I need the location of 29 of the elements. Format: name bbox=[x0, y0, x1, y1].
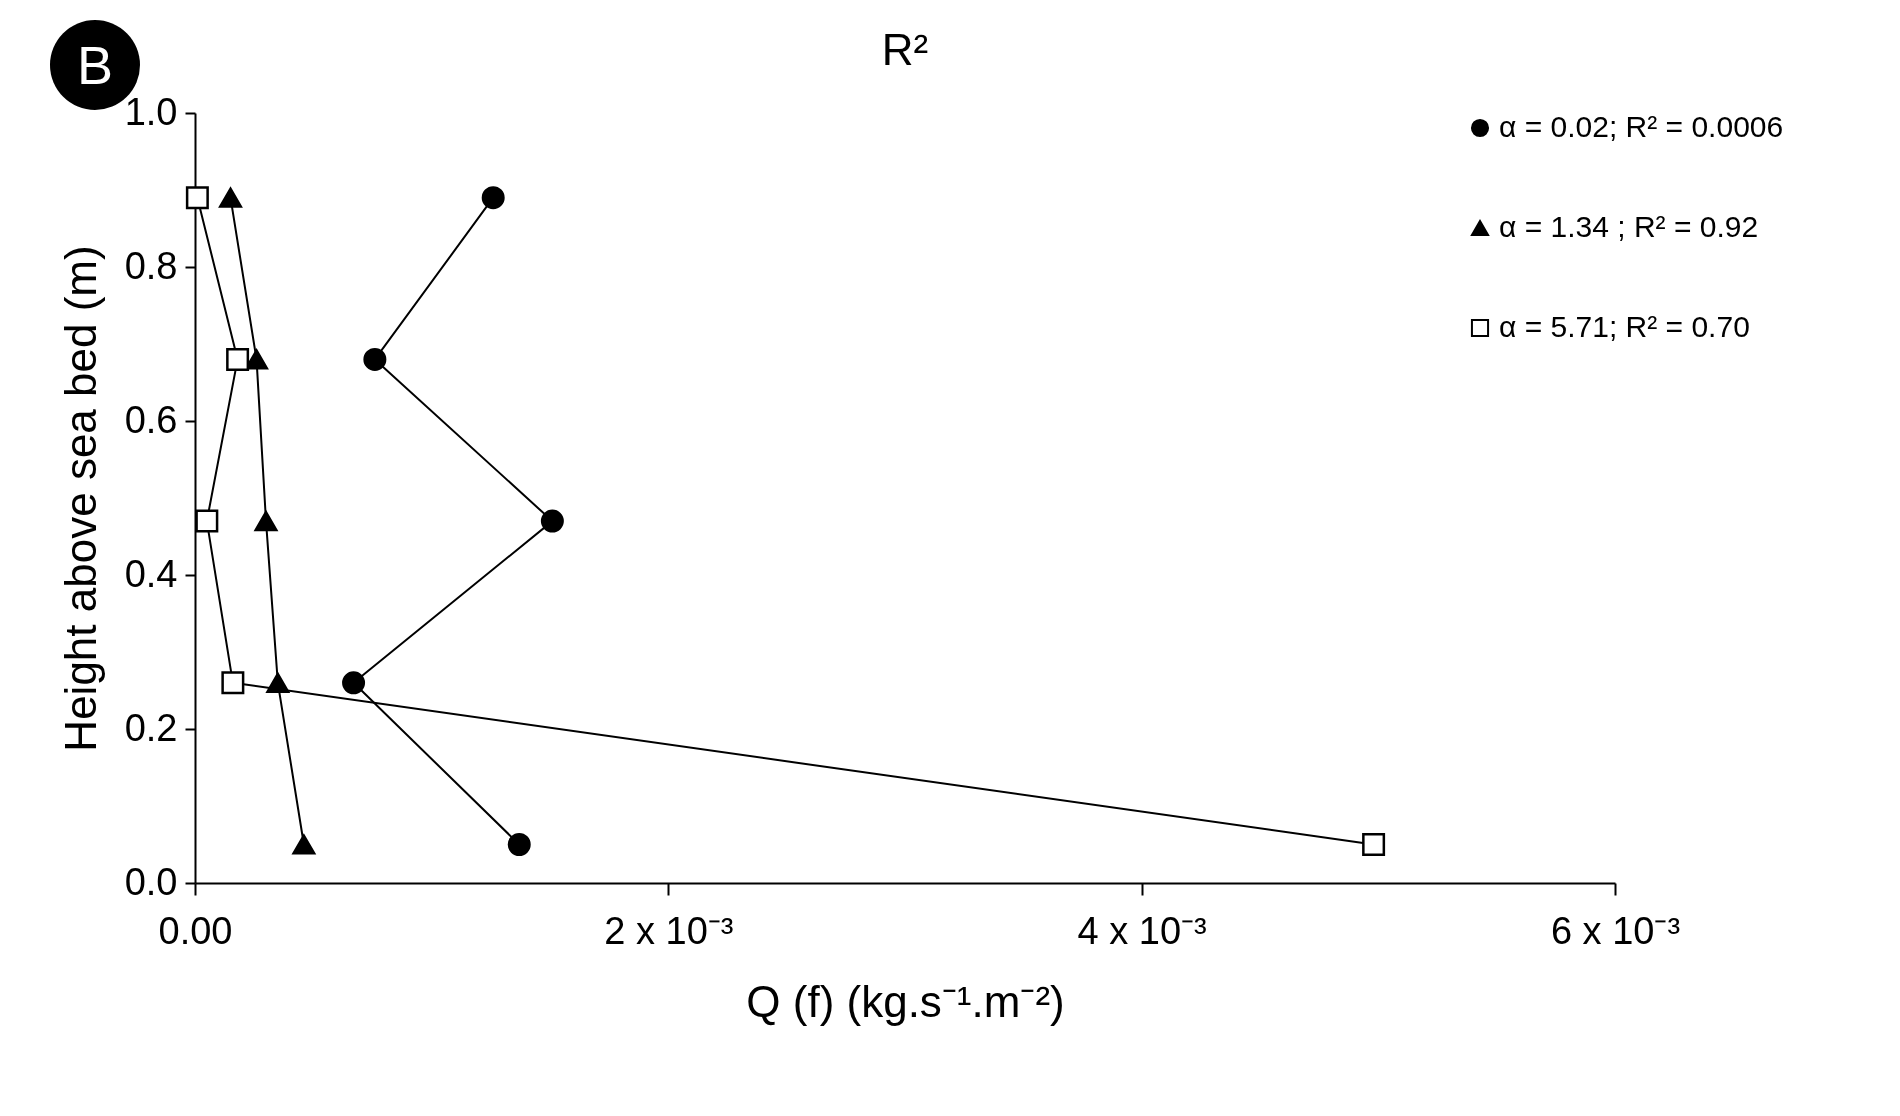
point bbox=[1362, 833, 1386, 856]
point bbox=[342, 671, 366, 695]
point bbox=[221, 671, 245, 695]
y-tick-label: 0.8 bbox=[124, 244, 178, 287]
point bbox=[185, 186, 209, 210]
point bbox=[195, 509, 219, 533]
point bbox=[292, 834, 316, 855]
legend-label: α = 5.71; R² = 0.70 bbox=[1499, 310, 1750, 343]
legend-label: α = 1.34 ; R² = 0.92 bbox=[1499, 210, 1759, 243]
x-axis-title: Q (f) (kg.s⁻¹.m⁻²) bbox=[746, 976, 1065, 1026]
chart-title: R² bbox=[881, 25, 929, 74]
legend-label: α = 0.02; R² = 0.0006 bbox=[1499, 110, 1784, 143]
point bbox=[363, 347, 387, 371]
y-tick-label: 0.0 bbox=[124, 860, 178, 903]
point bbox=[226, 347, 250, 371]
point bbox=[481, 186, 505, 210]
point bbox=[540, 509, 564, 533]
x-tick-label: 6 x 10⁻³ bbox=[1550, 909, 1681, 952]
point bbox=[219, 187, 242, 208]
x-tick-label: 2 x 10⁻³ bbox=[604, 909, 734, 952]
x-tick-label: 0.00 bbox=[158, 909, 233, 952]
point bbox=[507, 833, 531, 856]
point bbox=[266, 672, 290, 693]
y-tick-label: 0.4 bbox=[124, 552, 178, 595]
y-tick-label: 0.2 bbox=[124, 706, 178, 749]
y-axis-title: Height above sea bed (m) bbox=[55, 245, 105, 752]
x-tick-label: 4 x 10⁻³ bbox=[1077, 909, 1207, 952]
point bbox=[254, 510, 278, 532]
y-tick-label: 0.6 bbox=[124, 398, 178, 441]
